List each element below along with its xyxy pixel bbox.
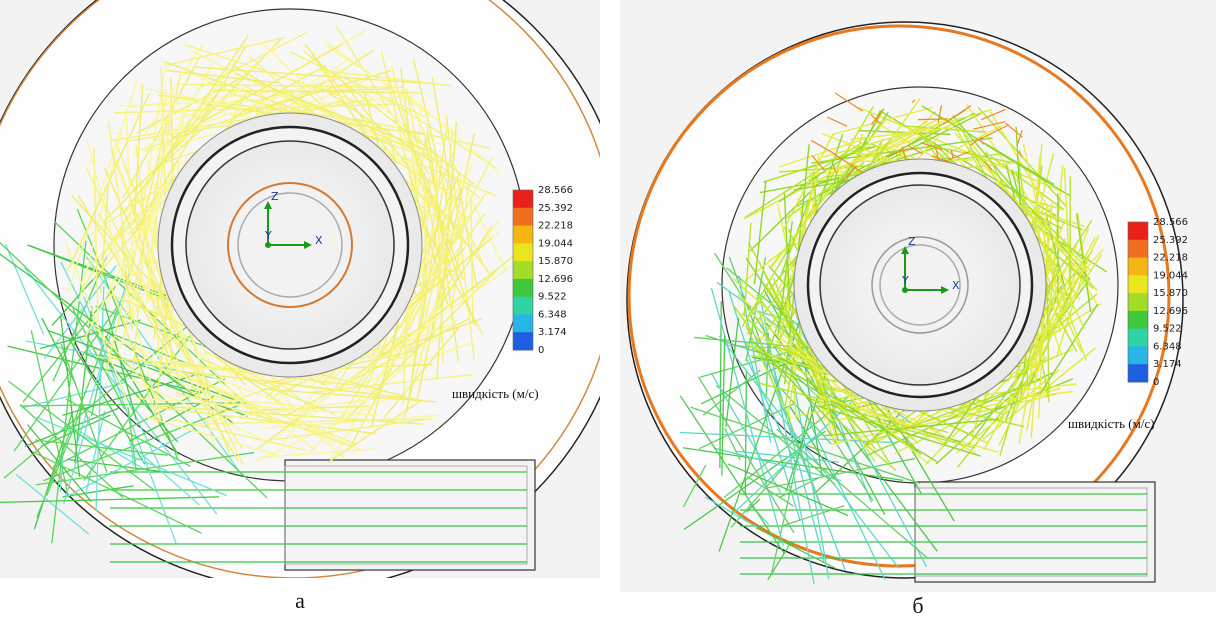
legend-label: 0: [1153, 377, 1159, 388]
legend-swatch: [513, 243, 533, 261]
legend-label: 25.392: [538, 203, 573, 214]
outlet: [915, 482, 1155, 582]
legend-swatch: [513, 297, 533, 315]
legend-swatch: [513, 190, 533, 208]
legend-swatch: [1128, 364, 1148, 382]
outlet: [285, 460, 535, 570]
legend-title: швидкість (м/с): [452, 386, 539, 401]
caption: б: [912, 593, 923, 618]
legend-swatch: [1128, 346, 1148, 364]
legend-swatch: [513, 226, 533, 244]
legend-swatch: [1128, 275, 1148, 293]
legend-label: 12.696: [538, 274, 573, 285]
legend-label: 28.566: [1153, 217, 1188, 228]
axis-label: Z: [908, 235, 916, 248]
legend-label: 3.174: [538, 327, 567, 338]
legend-swatch: [513, 208, 533, 226]
axis-origin: [902, 287, 908, 293]
legend-label: 15.870: [1153, 288, 1188, 299]
legend-swatch: [513, 261, 533, 279]
axis-label: Y: [264, 229, 272, 242]
legend-swatch: [1128, 311, 1148, 329]
legend-label: 9.522: [538, 292, 567, 303]
legend-label: 25.392: [1153, 235, 1188, 246]
axis-label: Z: [271, 190, 279, 203]
legend-label: 15.870: [538, 256, 573, 267]
axis-label: Y: [901, 274, 909, 287]
axis-label: X: [952, 279, 960, 292]
legend-label: 22.218: [538, 221, 573, 232]
axis-label: X: [315, 234, 323, 247]
legend-swatch: [1128, 240, 1148, 258]
legend-label: 6.348: [538, 309, 567, 320]
legend-swatch: [1128, 329, 1148, 347]
legend-label: 3.174: [1153, 359, 1182, 370]
legend-label: 28.566: [538, 185, 573, 196]
figure: Z Y X 28.566 25.392 22.218 19.044 15.870 12.696 9…: [0, 0, 1216, 626]
legend-label: 19.044: [1153, 270, 1188, 281]
legend-swatch: [1128, 258, 1148, 276]
legend-title: швидкість (м/с): [1068, 416, 1155, 431]
legend-swatch: [1128, 293, 1148, 311]
legend-label: 19.044: [538, 238, 573, 249]
panel: Z Y X: [0, 0, 630, 590]
trajectory: [918, 119, 947, 120]
legend-label: 9.522: [1153, 324, 1182, 335]
legend-label: 12.696: [1153, 306, 1188, 317]
legend-label: 22.218: [1153, 253, 1188, 264]
legend-swatch: [513, 279, 533, 297]
legend-label: 0: [538, 345, 544, 356]
panel: Z Y X: [620, 0, 1216, 592]
legend-swatch: [513, 314, 533, 332]
caption: а: [295, 588, 305, 613]
legend-swatch: [1128, 222, 1148, 240]
legend-label: 6.348: [1153, 341, 1182, 352]
legend-swatch: [513, 332, 533, 350]
axis-origin: [265, 242, 271, 248]
